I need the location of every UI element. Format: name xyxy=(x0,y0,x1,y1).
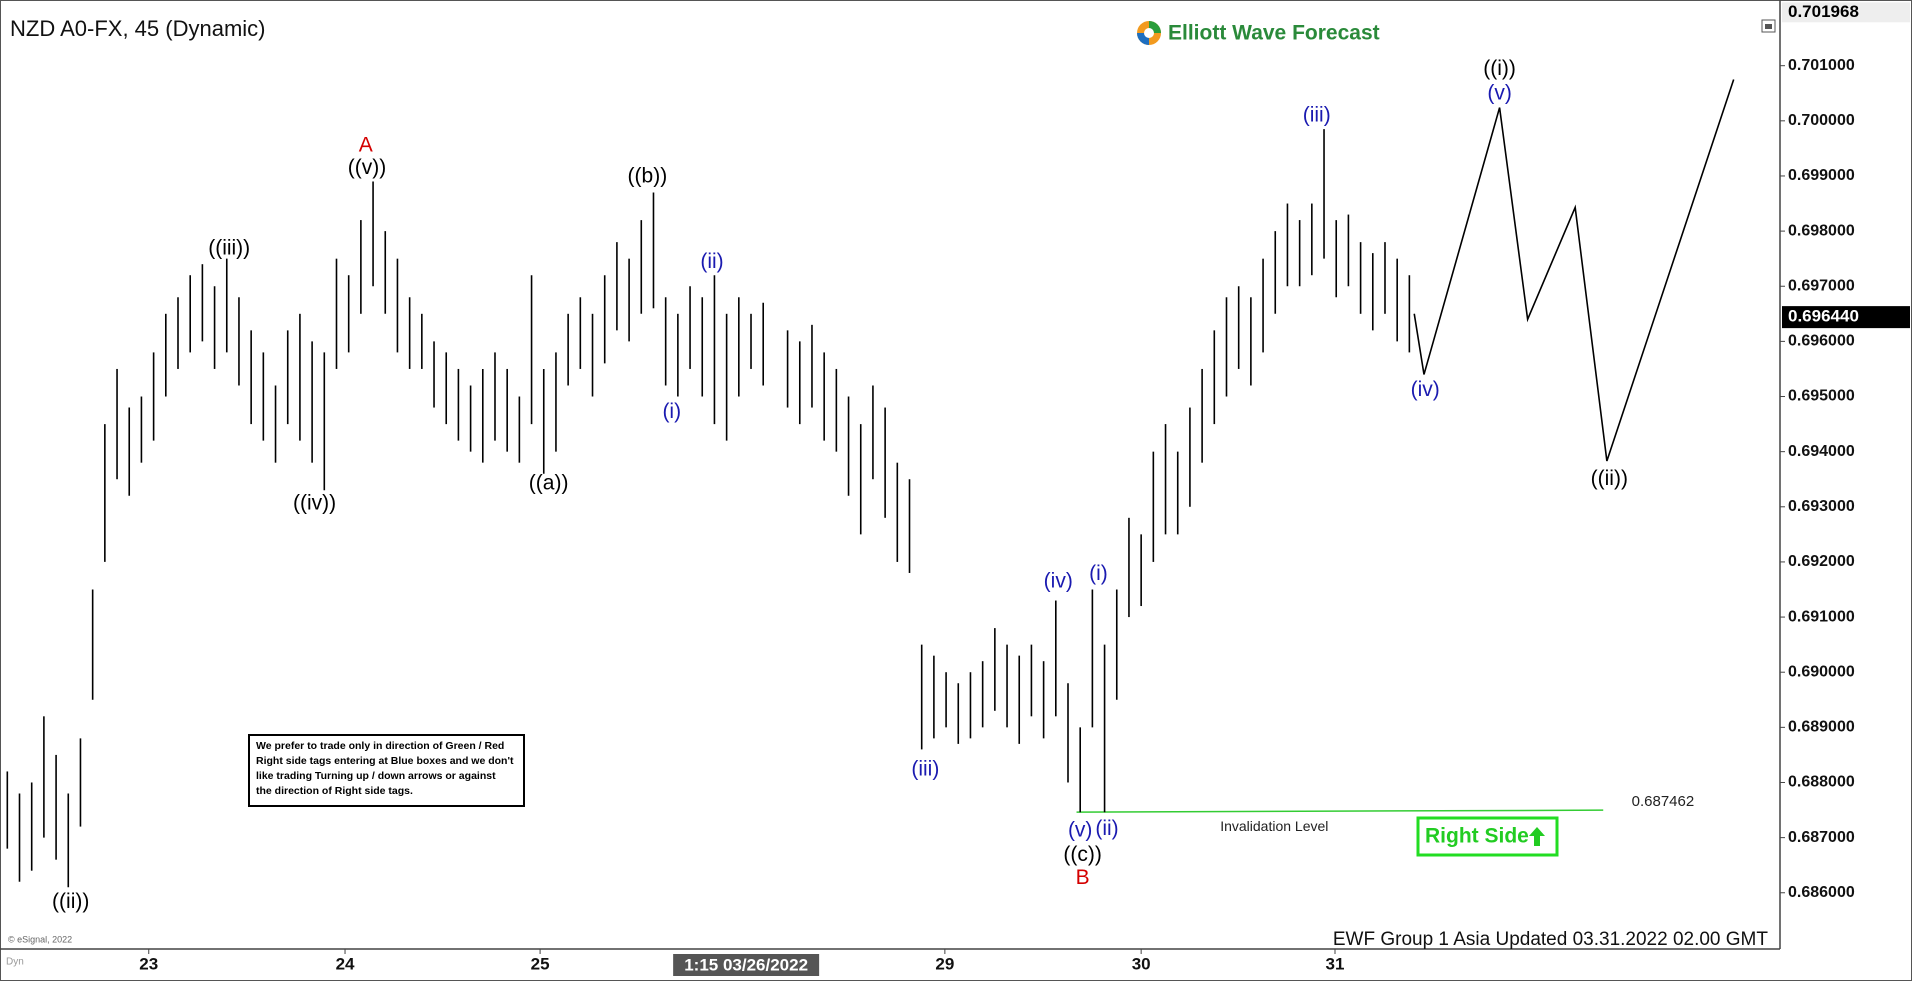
right-side-tag: Right Side xyxy=(1416,816,1559,857)
notice-line: like trading Turning up / down arrows or… xyxy=(256,770,496,782)
wave-label: (iii) xyxy=(1303,103,1331,126)
copyright: © eSignal, 2022 xyxy=(8,934,72,944)
y-tick-label: 0.700000 xyxy=(1788,112,1855,129)
crosshair-box xyxy=(673,954,820,976)
y-tick-label: 0.686000 xyxy=(1788,884,1855,901)
y-tick-label: 0.696000 xyxy=(1788,333,1855,350)
logo-text: Elliott Wave Forecast xyxy=(1168,22,1380,45)
y-tick-label: 0.691000 xyxy=(1788,608,1855,625)
y-tick-label: 0.697000 xyxy=(1788,277,1855,294)
y-tick-label: 0.687000 xyxy=(1788,829,1855,846)
invalidation-line xyxy=(1076,809,1604,813)
last-price-box xyxy=(1782,306,1910,329)
wave-label: ((iii)) xyxy=(208,236,250,259)
wave-label: A xyxy=(359,134,373,157)
wave-label: (iv) xyxy=(1044,569,1073,592)
x-tick-label: 24 xyxy=(336,954,355,973)
y-tick-label: 0.693000 xyxy=(1788,498,1855,515)
wave-label: ((b)) xyxy=(628,165,668,188)
y-tick-label: 0.694000 xyxy=(1788,443,1855,460)
y-tick-label: 0.688000 xyxy=(1788,774,1855,791)
wave-label: (ii) xyxy=(1095,817,1118,840)
notice-line: Right side tags entering at Blue boxes a… xyxy=(256,755,514,767)
wave-label: (i) xyxy=(662,400,681,423)
invalidation-text: Invalidation Level xyxy=(1220,818,1328,834)
wave-label: ((a)) xyxy=(529,472,569,495)
wave-label: B xyxy=(1076,866,1090,889)
right-side-text: Right Side xyxy=(1425,825,1529,848)
y-tick-label: 0.699000 xyxy=(1788,167,1855,184)
logo: Elliott Wave Forecast xyxy=(1137,21,1380,45)
wave-label: ((v)) xyxy=(348,156,386,179)
y-tick-label: 0.689000 xyxy=(1788,719,1855,736)
last-price-label: 0.696440 xyxy=(1788,307,1859,326)
x-tick-label: 31 xyxy=(1326,954,1345,973)
notice-frame xyxy=(248,734,525,807)
notice-line: We prefer to trade only in direction of … xyxy=(256,740,504,752)
crosshair-label: 1:15 03/26/2022 xyxy=(684,955,808,974)
projection-path xyxy=(1413,79,1735,462)
y-tick-label: 0.692000 xyxy=(1788,553,1855,570)
dyn-label: Dyn xyxy=(6,957,24,968)
x-tick-label: 30 xyxy=(1132,954,1151,973)
wave-label: (iii) xyxy=(911,757,939,780)
x-tick-label: 23 xyxy=(139,954,158,973)
window-icon-inner xyxy=(1765,24,1772,29)
wave-label: ((c)) xyxy=(1063,843,1101,866)
right-side-frame xyxy=(1416,816,1559,857)
y-tick-label: 0.695000 xyxy=(1788,388,1855,405)
wave-label: ((i)) xyxy=(1483,57,1516,80)
wave-label: (i) xyxy=(1089,562,1108,585)
y-tick-label: 0.701000 xyxy=(1788,57,1855,74)
y-tick-label: 0.690000 xyxy=(1788,663,1855,680)
wave-label: (ii) xyxy=(700,250,723,273)
invalidation-value: 0.687462 xyxy=(1632,793,1695,810)
wave-label: (v) xyxy=(1068,819,1093,842)
top-price-box xyxy=(1782,2,1910,23)
footer: EWF Group 1 Asia Updated 03.31.2022 02.0… xyxy=(1333,929,1769,950)
x-tick-label: 29 xyxy=(935,954,954,973)
chart-title: NZD A0-FX, 45 (Dynamic) xyxy=(10,16,266,41)
up-arrow xyxy=(1529,827,1545,846)
wave-label: ((ii)) xyxy=(52,890,89,913)
wave-label: ((ii)) xyxy=(1591,467,1628,490)
notice-line: the direction of Right side tags. xyxy=(256,785,413,797)
wave-label: (iv) xyxy=(1411,378,1440,401)
wave-label: ((iv)) xyxy=(293,492,336,515)
wave-label: (v) xyxy=(1487,81,1512,104)
top-price-label: 0.701968 xyxy=(1788,2,1859,21)
y-tick-label: 0.698000 xyxy=(1788,222,1855,239)
notice-box: We prefer to trade only in direction of … xyxy=(248,734,525,807)
logo-icon-center xyxy=(1144,28,1154,38)
x-tick-label: 25 xyxy=(531,954,550,973)
